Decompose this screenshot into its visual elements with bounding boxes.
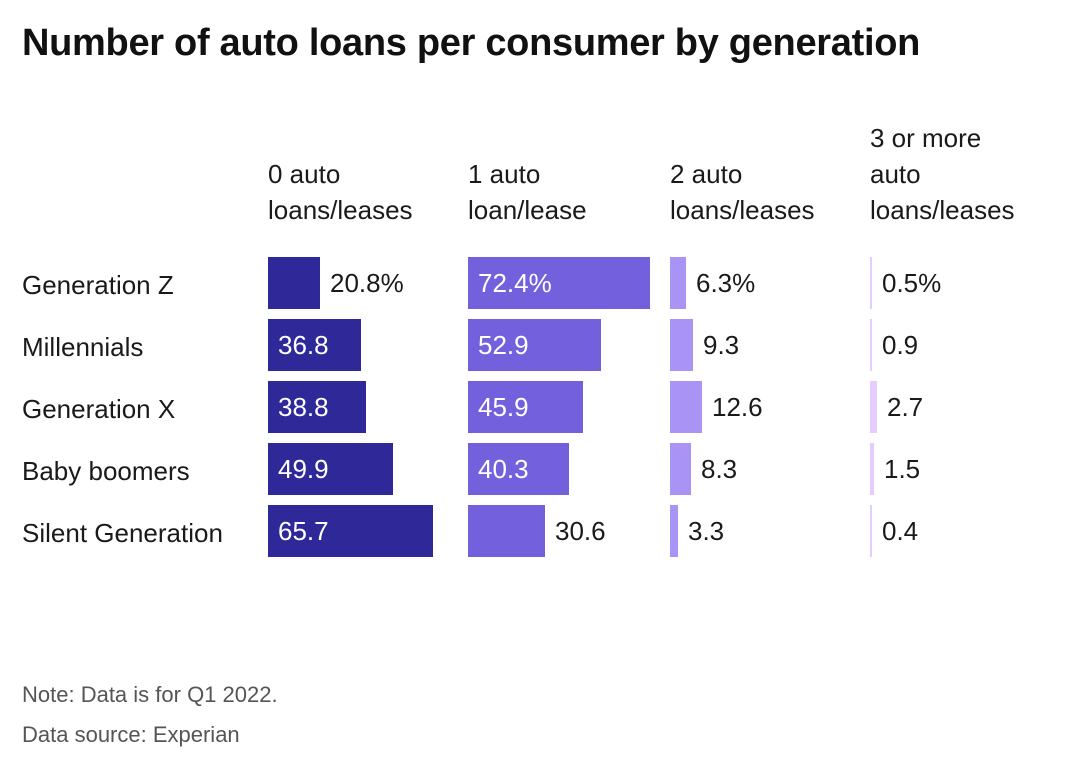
bar <box>268 443 393 495</box>
bar <box>670 443 691 495</box>
bar <box>870 443 874 495</box>
row-label: Silent Generation <box>22 518 223 548</box>
column-header-line: 3 or more <box>870 123 982 153</box>
data-label: 40.3 <box>478 454 529 484</box>
column-header-2: 1 auto loan/lease <box>468 156 658 228</box>
column-header-line: loans/leases <box>870 195 1015 225</box>
data-label: 3.3 <box>688 516 725 546</box>
bar <box>268 505 433 557</box>
row-label: Baby boomers <box>22 456 190 486</box>
row-label: Generation X <box>22 394 176 424</box>
bar <box>268 257 320 309</box>
data-label: 49.9 <box>278 454 329 484</box>
data-label: 0.5% <box>882 268 942 298</box>
data-label: 6.3% <box>696 268 756 298</box>
bar <box>468 257 650 309</box>
column-header-4: 3 or more auto loans/leases <box>870 120 1060 228</box>
bar <box>670 257 686 309</box>
bar <box>870 319 872 371</box>
bar <box>468 505 545 557</box>
bar <box>268 319 361 371</box>
bar <box>870 381 877 433</box>
data-label: 1.5 <box>884 454 921 484</box>
bar <box>670 505 678 557</box>
bar <box>870 505 872 557</box>
data-label: 0.9 <box>882 330 919 360</box>
data-label: 36.8 <box>278 330 329 360</box>
footnote: Note: Data is for Q1 2022. <box>22 682 278 707</box>
bar <box>468 381 583 433</box>
data-label: 72.4% <box>478 268 552 298</box>
data-label: 30.6 <box>555 516 606 546</box>
column-header-line: auto <box>870 159 921 189</box>
chart-title: Number of auto loans per consumer by gen… <box>22 22 921 64</box>
row-label: Generation Z <box>22 270 174 300</box>
data-source: Data source: Experian <box>22 722 240 747</box>
data-label: 9.3 <box>703 330 740 360</box>
column-header-line: 2 auto <box>670 159 743 189</box>
bar <box>670 319 693 371</box>
column-header-1: 0 auto loans/leases <box>268 156 458 228</box>
bar <box>670 381 702 433</box>
data-label: 0.4 <box>882 516 919 546</box>
data-label: 2.7 <box>887 392 924 422</box>
data-label: 52.9 <box>478 330 529 360</box>
data-label: 20.8% <box>330 268 404 298</box>
data-label: 65.7 <box>278 516 329 546</box>
column-header-line: loans/leases <box>670 195 815 225</box>
column-header-line: 0 auto <box>268 159 341 189</box>
bar <box>468 319 601 371</box>
column-header-line: 1 auto <box>468 159 541 189</box>
bar <box>870 257 872 309</box>
row-label: Millennials <box>22 332 144 362</box>
data-label: 8.3 <box>701 454 738 484</box>
bar <box>468 443 569 495</box>
column-header-line: loan/lease <box>468 195 587 225</box>
data-label: 38.8 <box>278 392 329 422</box>
bar <box>268 381 366 433</box>
column-header-line: loans/leases <box>268 195 413 225</box>
data-label: 45.9 <box>478 392 529 422</box>
data-label: 12.6 <box>712 392 763 422</box>
column-header-3: 2 auto loans/leases <box>670 156 860 228</box>
